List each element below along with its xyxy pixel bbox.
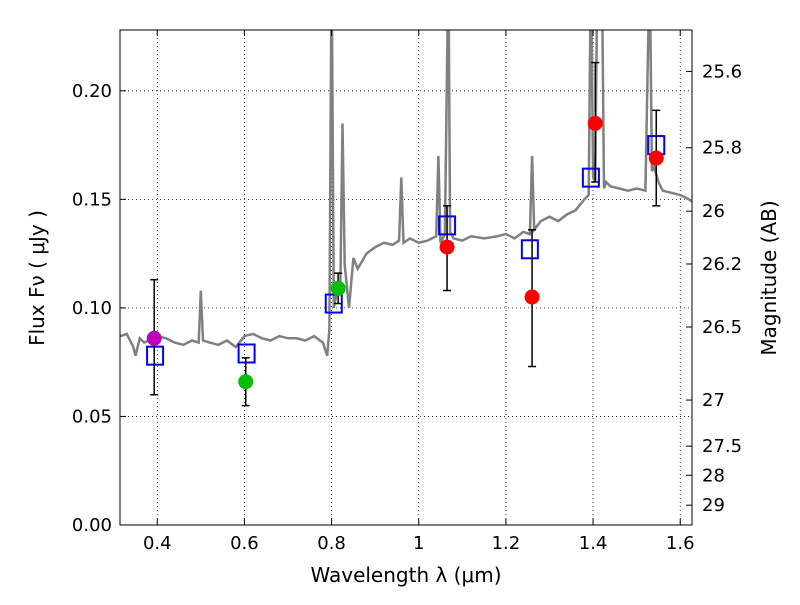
x-axis-label: Wavelength λ (μm)	[310, 563, 501, 587]
y2-tick-label: 26.5	[702, 317, 742, 338]
y-tick-label: 0.00	[72, 515, 112, 536]
marks-layer	[146, 61, 666, 407]
x-tick-label: 1	[413, 533, 424, 554]
y2-axis-label: Magnitude (AB)	[757, 200, 781, 355]
x-tick-label: 1.2	[492, 533, 521, 554]
y2-tick-label: 26	[702, 201, 725, 222]
observed-point	[146, 330, 162, 346]
y-tick-label: 0.05	[72, 406, 112, 427]
y2-tick-label: 26.2	[702, 254, 742, 275]
model-square-marker	[146, 345, 165, 366]
y2-tick-label: 25.6	[702, 61, 742, 82]
x-tick-label: 1.4	[579, 533, 608, 554]
y2-tick-label: 25.8	[702, 138, 742, 159]
spectrum-layer	[120, 30, 692, 357]
x-tick-label: 0.4	[143, 533, 172, 554]
y-axis-label: Flux Fν ( μJy )	[25, 210, 49, 346]
observed-point	[238, 374, 254, 390]
y-tick-label: 0.10	[72, 298, 112, 319]
observed-point	[330, 280, 346, 296]
observed-point	[524, 289, 540, 305]
model-square-marker	[237, 343, 256, 364]
observed-point	[648, 150, 664, 166]
x-tick-label: 1.6	[666, 533, 695, 554]
plot-frame	[119, 29, 693, 526]
observed-point	[587, 115, 603, 131]
y-tick-label: 0.20	[72, 81, 112, 102]
y-tick-label: 0.15	[72, 189, 112, 210]
model-square-marker	[520, 239, 539, 260]
grid	[120, 30, 692, 526]
y2-tick-label: 27	[702, 390, 725, 411]
y2-tick-label: 28	[702, 465, 725, 486]
spectrum-line	[120, 30, 692, 357]
y2-tick-label: 29	[702, 495, 725, 516]
axes: 0.4 0.6 0.8 1 1.2 1.4 1.6 0.00 0.05 0.10 0.15 0.20 2…	[72, 30, 742, 554]
x-tick-label: 0.8	[317, 533, 346, 554]
y2-tick-label: 27.5	[702, 436, 742, 457]
model-square-marker	[581, 167, 600, 188]
x-tick-label: 0.6	[230, 533, 259, 554]
observed-point	[439, 239, 455, 255]
